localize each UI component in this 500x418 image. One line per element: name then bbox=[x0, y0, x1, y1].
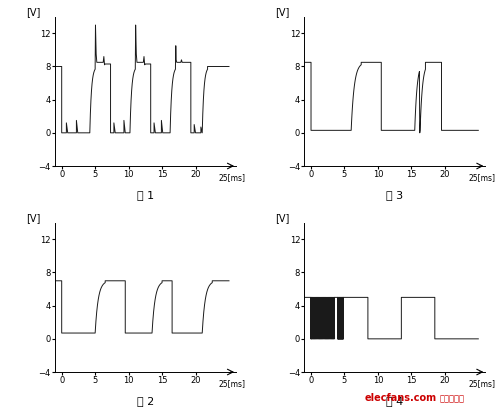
Y-axis label: [V]: [V] bbox=[276, 7, 290, 17]
Y-axis label: [V]: [V] bbox=[26, 213, 40, 223]
Y-axis label: [V]: [V] bbox=[26, 7, 40, 17]
Text: 25[ms]: 25[ms] bbox=[219, 379, 246, 387]
Text: 图 2: 图 2 bbox=[136, 396, 154, 406]
Text: 25[ms]: 25[ms] bbox=[468, 173, 495, 182]
Text: 图 1: 图 1 bbox=[137, 190, 154, 200]
Text: 电子发烧友: 电子发烧友 bbox=[440, 394, 465, 403]
Text: 25[ms]: 25[ms] bbox=[468, 379, 495, 387]
Text: 图 3: 图 3 bbox=[386, 190, 403, 200]
Text: elecfans.com: elecfans.com bbox=[365, 393, 437, 403]
Text: 图 4: 图 4 bbox=[386, 396, 404, 406]
Y-axis label: [V]: [V] bbox=[276, 213, 290, 223]
Text: 25[ms]: 25[ms] bbox=[219, 173, 246, 182]
